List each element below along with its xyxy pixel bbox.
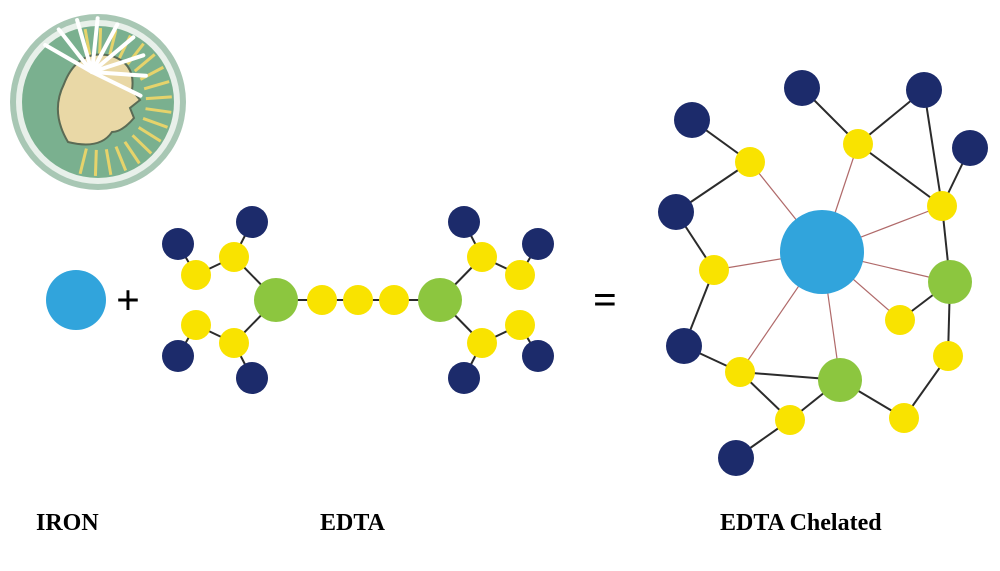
iron-atom (46, 270, 106, 330)
edta-navy-atom (522, 340, 554, 372)
plus-operator: + (116, 278, 140, 324)
edta-molecule (162, 206, 554, 394)
chelated-yellow-atom (889, 403, 919, 433)
logo-ray (95, 150, 96, 176)
chelated-yellow-atom (927, 191, 957, 221)
chelated-yellow-atom (885, 305, 915, 335)
edta-yellow-atom (181, 310, 211, 340)
chelated-navy-atom (906, 72, 942, 108)
chelated-iron-atom (780, 210, 864, 294)
chelated-yellow-atom (735, 147, 765, 177)
edta-yellow-atom (219, 328, 249, 358)
edta-yellow-atom (343, 285, 373, 315)
edta-yellow-atom (505, 260, 535, 290)
edta-green-atom (254, 278, 298, 322)
chelated-yellow-atom (933, 341, 963, 371)
edta-navy-atom (448, 206, 480, 238)
edta-navy-atom (236, 362, 268, 394)
edta-yellow-atom (467, 328, 497, 358)
edta-yellow-atom (181, 260, 211, 290)
chelated-navy-atom (718, 440, 754, 476)
edta-navy-atom (162, 340, 194, 372)
chelated-bond (858, 144, 942, 206)
chelated-green-atom (818, 358, 862, 402)
edta-green-atom (418, 278, 462, 322)
chelated-yellow-atom (699, 255, 729, 285)
label-chelated: EDTA Chelated (720, 510, 882, 537)
edta-navy-atom (236, 206, 268, 238)
chelated-yellow-atom (775, 405, 805, 435)
edta-navy-atom (162, 228, 194, 260)
chelated-molecule (658, 70, 988, 476)
chelated-navy-atom (674, 102, 710, 138)
logo-ray (100, 28, 101, 54)
logo-icon (10, 14, 186, 190)
chelated-green-atom (928, 260, 972, 304)
chelated-navy-atom (952, 130, 988, 166)
label-edta: EDTA (320, 510, 385, 537)
edta-yellow-atom (219, 242, 249, 272)
chelated-yellow-atom (843, 129, 873, 159)
edta-yellow-atom (379, 285, 409, 315)
chelated-navy-atom (784, 70, 820, 106)
diagram-canvas: += (0, 0, 1000, 571)
logo-ray (146, 97, 172, 99)
edta-yellow-atom (467, 242, 497, 272)
edta-yellow-atom (307, 285, 337, 315)
edta-navy-atom (448, 362, 480, 394)
edta-yellow-atom (505, 310, 535, 340)
chelated-navy-atom (658, 194, 694, 230)
chelated-navy-atom (666, 328, 702, 364)
edta-navy-atom (522, 228, 554, 260)
chelated-yellow-atom (725, 357, 755, 387)
equals-operator: = (593, 278, 617, 324)
label-iron: IRON (36, 510, 99, 537)
